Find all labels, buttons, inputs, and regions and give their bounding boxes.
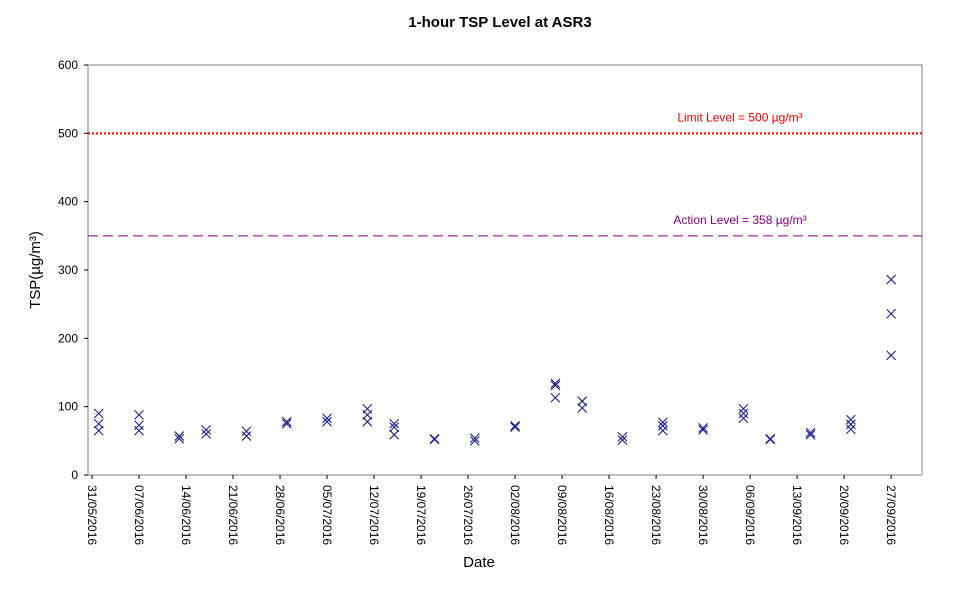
- data-point: [469, 435, 480, 446]
- data-point: [510, 420, 520, 431]
- x-tick-label: 19/07/2016: [414, 485, 428, 545]
- x-tick-label: 14/06/2016: [179, 485, 193, 545]
- data-point: [617, 431, 628, 442]
- data-point: [845, 419, 856, 430]
- data-point: [657, 420, 668, 431]
- data-point: [134, 420, 144, 431]
- data-point: [845, 424, 856, 435]
- data-point: [362, 416, 373, 427]
- plot-area: [87, 64, 923, 476]
- y-tick-label: 0: [71, 468, 78, 482]
- y-tick-label: 300: [58, 263, 78, 277]
- y-axis: 0 100 200 300 400 500 600: [58, 58, 88, 482]
- x-tick-label: 27/09/2016: [884, 485, 898, 545]
- data-points: [93, 274, 897, 446]
- data-point: [201, 429, 212, 439]
- data-point: [429, 433, 440, 444]
- data-point: [469, 433, 480, 443]
- data-point: [886, 350, 897, 361]
- data-point: [886, 274, 897, 285]
- x-tick-label: 16/08/2016: [602, 485, 616, 545]
- y-tick-label: 100: [58, 400, 78, 414]
- x-tick-label: 13/09/2016: [790, 485, 804, 545]
- data-point: [134, 425, 144, 436]
- x-tick-label: 09/08/2016: [555, 485, 569, 545]
- data-point: [241, 431, 252, 441]
- data-point: [93, 418, 104, 429]
- data-point: [805, 429, 816, 440]
- x-tick-label: 31/05/2016: [85, 485, 99, 545]
- data-point: [657, 417, 668, 428]
- data-point: [281, 418, 292, 429]
- data-point: [738, 408, 749, 419]
- x-tick-label: 20/09/2016: [837, 485, 851, 545]
- data-point: [550, 378, 561, 389]
- data-point: [174, 431, 185, 441]
- data-point: [550, 392, 561, 403]
- y-tick-label: 500: [58, 126, 78, 140]
- data-point: [93, 408, 104, 419]
- data-point: [281, 416, 292, 427]
- x-tick-label: 06/09/2016: [743, 485, 757, 545]
- x-tick-label: 30/08/2016: [696, 485, 710, 545]
- chart-title: 1-hour TSP Level at ASR3: [408, 14, 591, 31]
- data-point: [389, 418, 400, 429]
- data-point: [657, 425, 668, 436]
- data-point: [845, 414, 856, 425]
- y-tick-label: 400: [58, 195, 78, 209]
- x-tick-label: 07/06/2016: [132, 485, 146, 545]
- x-axis: 31/05/2016 07/06/2016 14/06/2016 21/06/2016…: [85, 475, 898, 545]
- data-point: [805, 427, 816, 438]
- x-tick-label: 28/06/2016: [273, 485, 287, 545]
- data-point: [577, 396, 588, 407]
- x-tick-label: 26/07/2016: [461, 485, 475, 545]
- x-tick-label: 05/07/2016: [320, 485, 334, 545]
- data-point: [577, 403, 588, 413]
- data-point: [134, 409, 144, 420]
- x-tick-label: 21/06/2016: [226, 485, 240, 545]
- data-point: [510, 422, 520, 433]
- data-point: [389, 429, 400, 440]
- y-tick-label: 600: [58, 58, 78, 72]
- y-tick-label: 200: [58, 331, 78, 345]
- x-tick-label: 12/07/2016: [367, 485, 381, 545]
- data-point: [362, 409, 373, 420]
- data-point: [886, 308, 897, 319]
- data-point: [698, 425, 708, 435]
- x-tick-label: 23/08/2016: [649, 485, 663, 545]
- data-point: [174, 433, 185, 444]
- data-point: [389, 422, 400, 433]
- x-tick-label: 02/08/2016: [508, 485, 522, 545]
- data-point: [765, 434, 776, 445]
- reference-line-label: Limit Level = 500 µg/m³: [677, 110, 802, 124]
- data-point: [738, 403, 749, 414]
- reference-line-label: Action Level = 358 µg/m³: [673, 213, 806, 227]
- data-point: [241, 426, 252, 437]
- data-point: [617, 435, 628, 446]
- data-point: [738, 413, 749, 424]
- x-axis-label: Date: [463, 554, 495, 571]
- reference-lines: Limit Level = 500 µg/m³ Action Level = 35…: [88, 110, 922, 237]
- data-point: [322, 413, 332, 424]
- data-point: [698, 422, 708, 433]
- y-axis-label: TSP(µg/m³): [27, 231, 44, 309]
- data-point: [93, 425, 104, 436]
- data-point: [201, 425, 212, 435]
- data-point: [322, 416, 332, 427]
- data-point: [550, 380, 561, 391]
